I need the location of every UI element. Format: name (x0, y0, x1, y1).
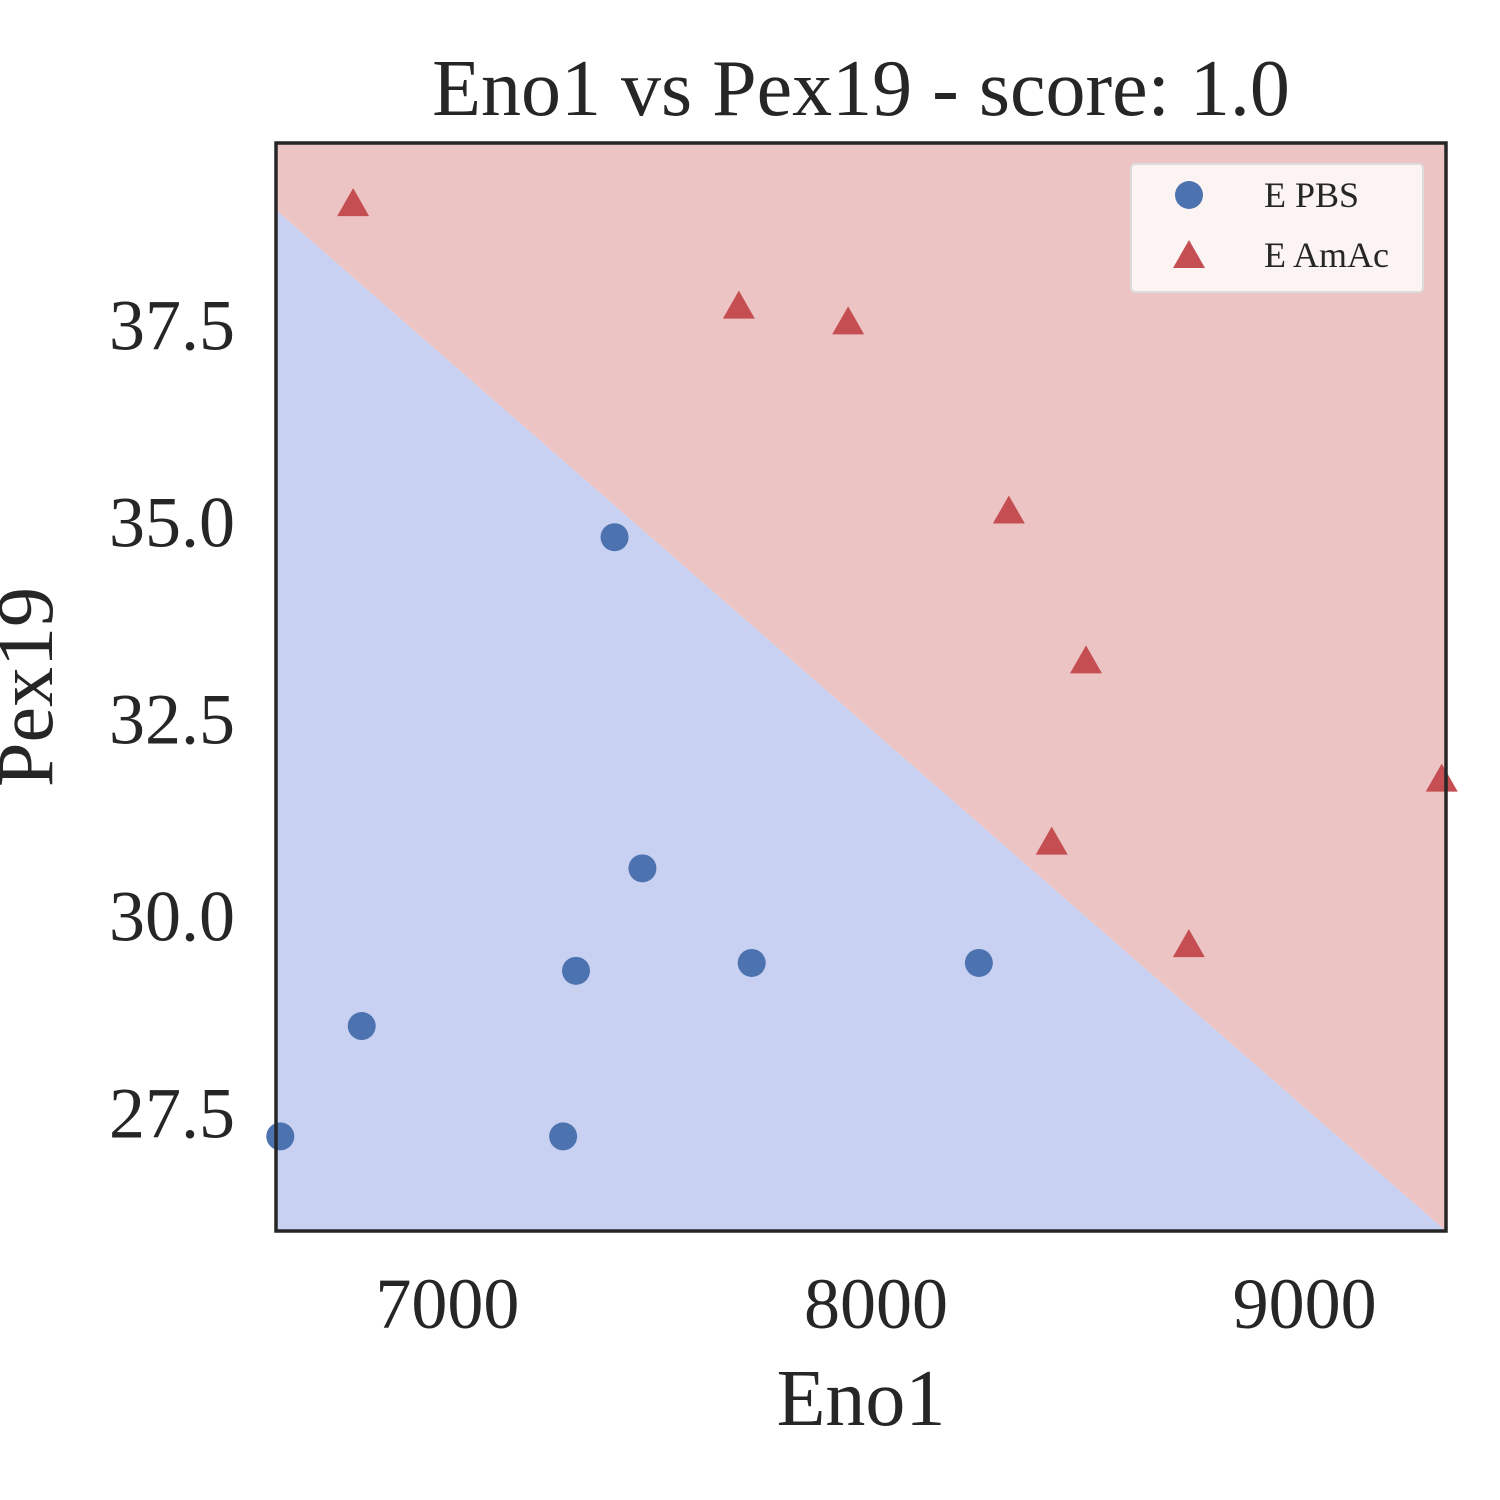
x-tick-label: 7000 (375, 1264, 519, 1344)
data-point-e-pbs-2 (549, 1122, 578, 1151)
y-axis-label: Pex19 (0, 587, 70, 787)
x-axis-label: Eno1 (777, 1355, 946, 1443)
region-e-amac (276, 143, 1446, 1231)
chart-title: Eno1 vs Pex19 - score: 1.0 (432, 45, 1290, 133)
data-point-e-amac-5 (1070, 645, 1102, 674)
legend: E PBS E AmAc (1130, 163, 1424, 293)
legend-label-e-amac: E AmAc (1264, 235, 1389, 275)
data-points (266, 188, 1458, 1151)
data-point-e-pbs-4 (600, 523, 629, 552)
legend-marker-e-pbs (1175, 181, 1203, 209)
data-point-e-amac-1 (722, 290, 755, 319)
data-point-e-amac-2 (832, 306, 865, 335)
legend-box (1130, 163, 1424, 293)
plot-frame (274, 141, 1448, 1233)
legend-label-e-pbs: E PBS (1264, 175, 1359, 215)
data-point-e-amac-7 (1425, 763, 1458, 792)
data-point-e-amac-0 (337, 188, 370, 217)
y-tick-label: 35.0 (109, 482, 235, 562)
y-tick-label: 30.0 (109, 877, 235, 957)
x-tick-label: 9000 (1233, 1264, 1377, 1344)
data-point-e-pbs-5 (628, 854, 657, 883)
data-point-e-pbs-0 (266, 1122, 295, 1151)
data-point-e-pbs-3 (562, 956, 590, 985)
data-point-e-pbs-6 (737, 948, 766, 977)
data-point-e-amac-4 (1035, 826, 1068, 855)
data-point-e-pbs-1 (347, 1012, 376, 1041)
data-point-e-amac-6 (1172, 929, 1205, 958)
y-tick-label: 37.5 (109, 285, 235, 365)
x-axis-ticks: 7000 8000 9000 (375, 1264, 1376, 1344)
y-tick-label: 32.5 (109, 680, 235, 760)
y-axis-ticks: 27.5 30.0 32.5 35.0 37.5 (109, 285, 235, 1153)
legend-marker-e-amac (1173, 240, 1205, 268)
decision-regions (276, 143, 1446, 1231)
data-point-e-amac-3 (992, 495, 1025, 524)
data-point-e-pbs-7 (964, 948, 993, 977)
x-tick-label: 8000 (804, 1264, 948, 1344)
y-tick-label: 27.5 (109, 1074, 235, 1154)
